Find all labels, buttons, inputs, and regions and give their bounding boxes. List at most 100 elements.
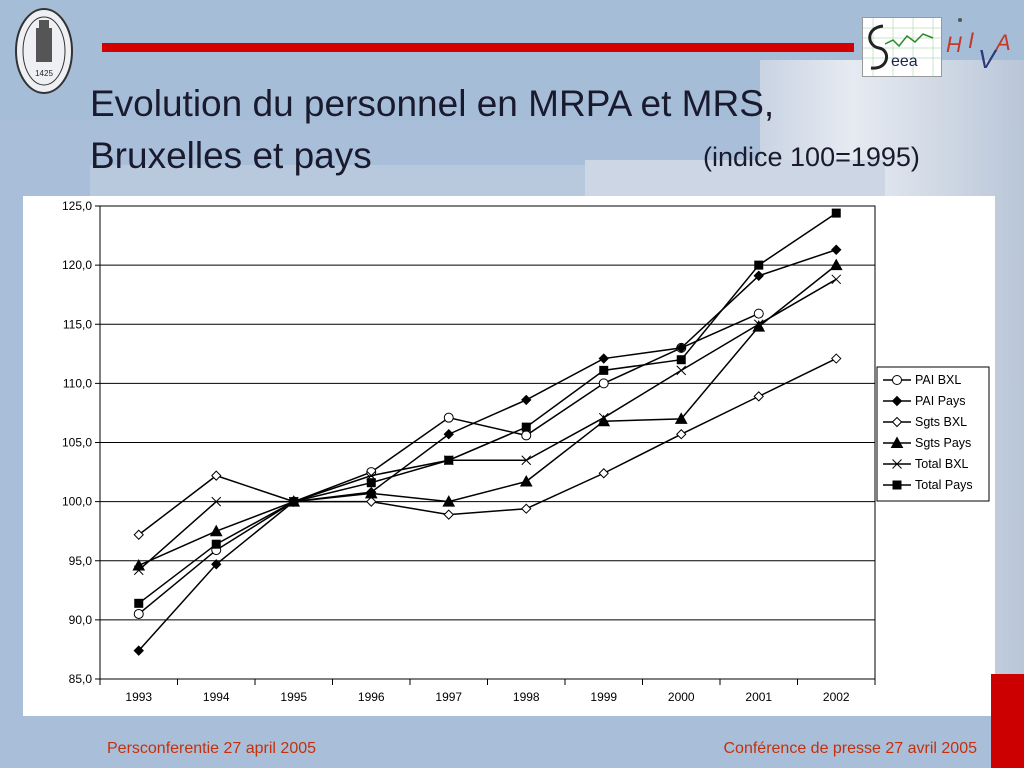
- data-point-total-pays: [754, 260, 764, 270]
- data-point-pai-bxl: [598, 378, 609, 389]
- legend-marker-sgts-bxl: [891, 416, 903, 428]
- y-tick-label: 120,0: [62, 258, 92, 272]
- data-point-sgts-bxl: [598, 468, 609, 479]
- seea-logo: eea: [862, 17, 942, 77]
- x-tick-label: 1998: [513, 690, 540, 704]
- data-point-total-pays: [134, 598, 144, 608]
- data-point-total-bxl: [753, 319, 764, 330]
- data-point-total-pays: [521, 422, 531, 432]
- legend-label-total-bxl: Total BXL: [915, 457, 969, 471]
- x-tick-label: 2001: [745, 690, 772, 704]
- university-seal-logo: 1425: [15, 8, 73, 94]
- header-red-bar: [102, 43, 854, 52]
- slide-title-line1: Evolution du personnel en MRPA et MRS,: [90, 83, 775, 124]
- slide-title-line2: Bruxelles et pays: [90, 135, 372, 176]
- y-tick-label: 85,0: [69, 672, 93, 686]
- data-point-total-bxl: [211, 496, 222, 507]
- data-point-sgts-bxl: [366, 496, 377, 507]
- y-tick-label: 90,0: [69, 613, 93, 627]
- data-point-total-pays: [211, 539, 221, 549]
- slide-title: Evolution du personnel en MRPA et MRS, B…: [90, 78, 774, 182]
- data-point-pai-pays: [133, 645, 144, 656]
- data-point-pai-pays: [753, 270, 764, 281]
- footer-right-text: Conférence de presse 27 avril 2005: [723, 740, 978, 757]
- svg-text:H: H: [946, 32, 962, 57]
- x-tick-label: 1996: [358, 690, 385, 704]
- y-tick-label: 95,0: [69, 554, 93, 568]
- data-point-sgts-pays: [209, 524, 223, 537]
- data-point-sgts-pays: [132, 558, 146, 571]
- x-tick-label: 1997: [435, 690, 462, 704]
- legend-marker-pai-pays: [891, 395, 903, 407]
- data-point-sgts-bxl: [211, 470, 222, 481]
- y-tick-label: 125,0: [62, 199, 92, 213]
- data-point-sgts-bxl: [133, 529, 144, 540]
- y-tick-label: 110,0: [63, 376, 92, 390]
- corner-red-block: [991, 674, 1024, 768]
- seal-year: 1425: [35, 69, 53, 78]
- data-point-pai-pays: [676, 342, 687, 354]
- data-point-pai-bxl: [753, 308, 764, 319]
- data-point-pai-pays: [211, 559, 222, 570]
- footer-left-text: Persconferentie 27 april 2005: [107, 740, 317, 757]
- legend-label-pai-pays: PAI Pays: [915, 394, 965, 408]
- series-line-sgts-bxl: [138, 357, 837, 536]
- seea-logo-text: eea: [891, 53, 918, 70]
- legend-label-total-pays: Total Pays: [915, 478, 973, 492]
- data-point-sgts-bxl: [443, 509, 454, 520]
- data-point-sgts-pays: [364, 486, 378, 499]
- series-line-total-pays: [138, 212, 837, 604]
- x-tick-label: 1995: [280, 690, 307, 704]
- x-tick-label: 1994: [203, 690, 230, 704]
- y-tick-label: 115,0: [63, 317, 92, 331]
- data-point-total-pays: [599, 365, 609, 375]
- line-chart: 85,0 90,0 95,0 100,0 105,0 110,0 115,0 120,0 125…: [62, 199, 990, 704]
- data-point-sgts-bxl: [521, 503, 532, 514]
- data-point-pai-bxl: [521, 430, 532, 441]
- data-point-pai-pays: [443, 429, 454, 440]
- data-point-sgts-bxl: [753, 391, 764, 402]
- data-point-total-bxl: [133, 565, 144, 576]
- data-point-sgts-bxl: [676, 429, 687, 440]
- x-tick-label: 1993: [125, 690, 152, 704]
- data-point-total-bxl: [831, 274, 842, 285]
- data-point-total-bxl: [676, 365, 687, 376]
- data-point-total-pays: [831, 208, 841, 218]
- data-point-sgts-pays: [442, 495, 456, 507]
- x-tick-label: 1999: [590, 690, 617, 704]
- y-tick-label: 105,0: [62, 436, 92, 450]
- data-point-pai-pays: [521, 394, 532, 406]
- x-tick-label: 2000: [668, 690, 695, 704]
- data-point-sgts-pays: [519, 474, 533, 487]
- data-point-pai-bxl: [443, 412, 454, 423]
- series-line-pai-pays: [138, 249, 837, 652]
- legend-label-sgts-pays: Sgts Pays: [915, 436, 971, 450]
- series-line-sgts-pays: [138, 264, 837, 567]
- x-tick-label: 2002: [823, 690, 850, 704]
- data-point-total-pays: [444, 455, 454, 465]
- data-point-sgts-pays: [829, 258, 843, 271]
- data-point-sgts-bxl: [831, 353, 842, 364]
- series-line-total-bxl: [138, 278, 837, 571]
- data-point-total-pays: [289, 497, 299, 507]
- legend-marker-pai-bxl: [892, 375, 902, 385]
- slide-subtitle: (indice 100=1995): [703, 142, 920, 172]
- legend-label-sgts-bxl: Sgts BXL: [915, 415, 967, 429]
- data-point-total-pays: [676, 355, 686, 365]
- data-point-total-bxl: [598, 412, 609, 423]
- svg-text:A: A: [994, 30, 1011, 55]
- legend-label-pai-bxl: PAI BXL: [915, 373, 961, 387]
- data-point-pai-pays: [598, 353, 609, 364]
- legend-marker-sgts-pays: [890, 436, 904, 448]
- svg-text:V: V: [978, 44, 998, 74]
- chart-area: 85,0 90,0 95,0 100,0 105,0 110,0 115,0 120,0 125…: [23, 196, 995, 716]
- data-point-pai-bxl: [133, 608, 144, 619]
- data-point-sgts-pays: [674, 412, 688, 424]
- data-point-pai-pays: [831, 244, 842, 255]
- background-panel: [585, 160, 885, 200]
- legend-marker-total-bxl: [892, 459, 902, 469]
- hiva-logo: H I V A: [946, 18, 1011, 74]
- legend-marker-total-pays: [892, 480, 902, 490]
- data-point-total-bxl: [521, 455, 532, 466]
- svg-text:I: I: [968, 28, 974, 53]
